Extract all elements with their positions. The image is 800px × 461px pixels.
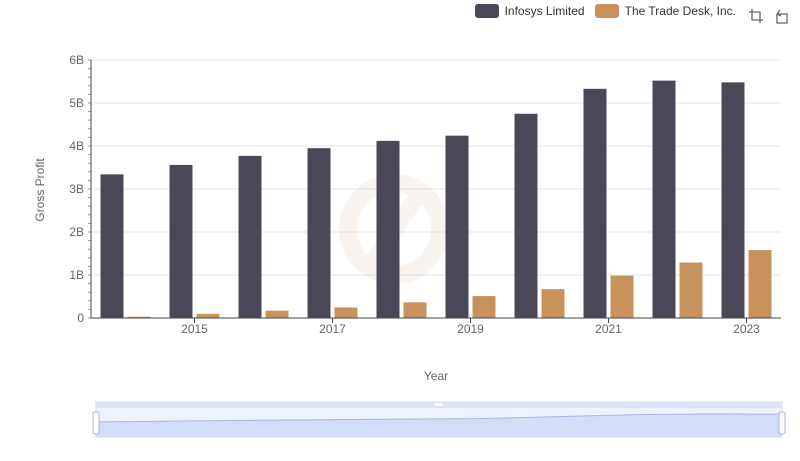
legend: Infosys Limited The Trade Desk, Inc. <box>474 4 736 18</box>
zoom-preview-area <box>96 414 782 437</box>
zoom-preview-line <box>95 413 783 423</box>
toolbox <box>748 8 790 24</box>
y-axis-title: Gross Profit <box>33 158 47 222</box>
legend-swatch-trade-desk <box>594 4 619 18</box>
x-tick-label: 2021 <box>595 322 622 336</box>
bar-infosys-2014[interactable] <box>100 174 124 318</box>
zoom-grip-icon[interactable] <box>435 403 443 406</box>
bar-infosys-2020[interactable] <box>514 113 538 318</box>
zoom-icon[interactable] <box>748 8 764 24</box>
restore-icon[interactable] <box>774 8 790 24</box>
legend-item-trade-desk[interactable]: The Trade Desk, Inc. <box>594 4 736 18</box>
bar-trade-desk-2021[interactable] <box>610 275 634 318</box>
y-tick-label: 5B <box>69 96 84 110</box>
x-tick-label: 2023 <box>733 322 760 336</box>
bar-infosys-2019[interactable] <box>445 135 469 318</box>
legend-swatch-infosys <box>474 4 499 18</box>
y-tick-label: 6B <box>69 53 84 67</box>
y-tick-label: 4B <box>69 139 84 153</box>
bar-trade-desk-2022[interactable] <box>679 262 703 318</box>
bar-infosys-2023[interactable] <box>721 82 745 318</box>
bar-trade-desk-2019[interactable] <box>472 296 496 318</box>
bar-trade-desk-2020[interactable] <box>541 289 565 318</box>
x-tick-label: 2015 <box>181 322 208 336</box>
bar-infosys-2021[interactable] <box>583 88 607 318</box>
bar-trade-desk-2023[interactable] <box>748 250 772 318</box>
legend-label-infosys: Infosys Limited <box>504 4 585 18</box>
zoom-handle-right[interactable] <box>778 411 786 435</box>
axes <box>90 60 781 323</box>
y-tick-label: 2B <box>69 225 84 239</box>
y-axis-tick-labels: 0 1B 2B 3B 4B 5B 6B <box>69 53 84 325</box>
x-tick-label: 2019 <box>457 322 484 336</box>
bar-infosys-2017[interactable] <box>307 148 331 318</box>
data-zoom-slider[interactable] <box>92 401 786 438</box>
y-tick-label: 1B <box>69 268 84 282</box>
bar-infosys-2016[interactable] <box>238 155 262 318</box>
x-axis-title: Year <box>423 369 449 383</box>
bar-infosys-2022[interactable] <box>652 80 676 318</box>
legend-label-trade-desk: The Trade Desk, Inc. <box>624 4 736 18</box>
legend-item-infosys[interactable]: Infosys Limited <box>474 4 585 18</box>
y-tick-label: 0 <box>77 311 84 325</box>
zoom-handle-left[interactable] <box>92 411 100 435</box>
bar-trade-desk-2016[interactable] <box>265 310 289 318</box>
bar-trade-desk-2014[interactable] <box>127 316 151 318</box>
x-axis-tick-labels: 2015 2017 2019 2021 2023 <box>181 322 760 336</box>
bar-infosys-2018[interactable] <box>376 140 400 318</box>
bar-infosys-2015[interactable] <box>169 164 193 318</box>
bar-trade-desk-2018[interactable] <box>403 302 427 318</box>
x-tick-label: 2017 <box>319 322 346 336</box>
bar-trade-desk-2017[interactable] <box>334 307 358 318</box>
bar-trade-desk-2015[interactable] <box>196 313 220 318</box>
bars-group[interactable] <box>100 80 772 318</box>
y-tick-label: 3B <box>69 182 84 196</box>
